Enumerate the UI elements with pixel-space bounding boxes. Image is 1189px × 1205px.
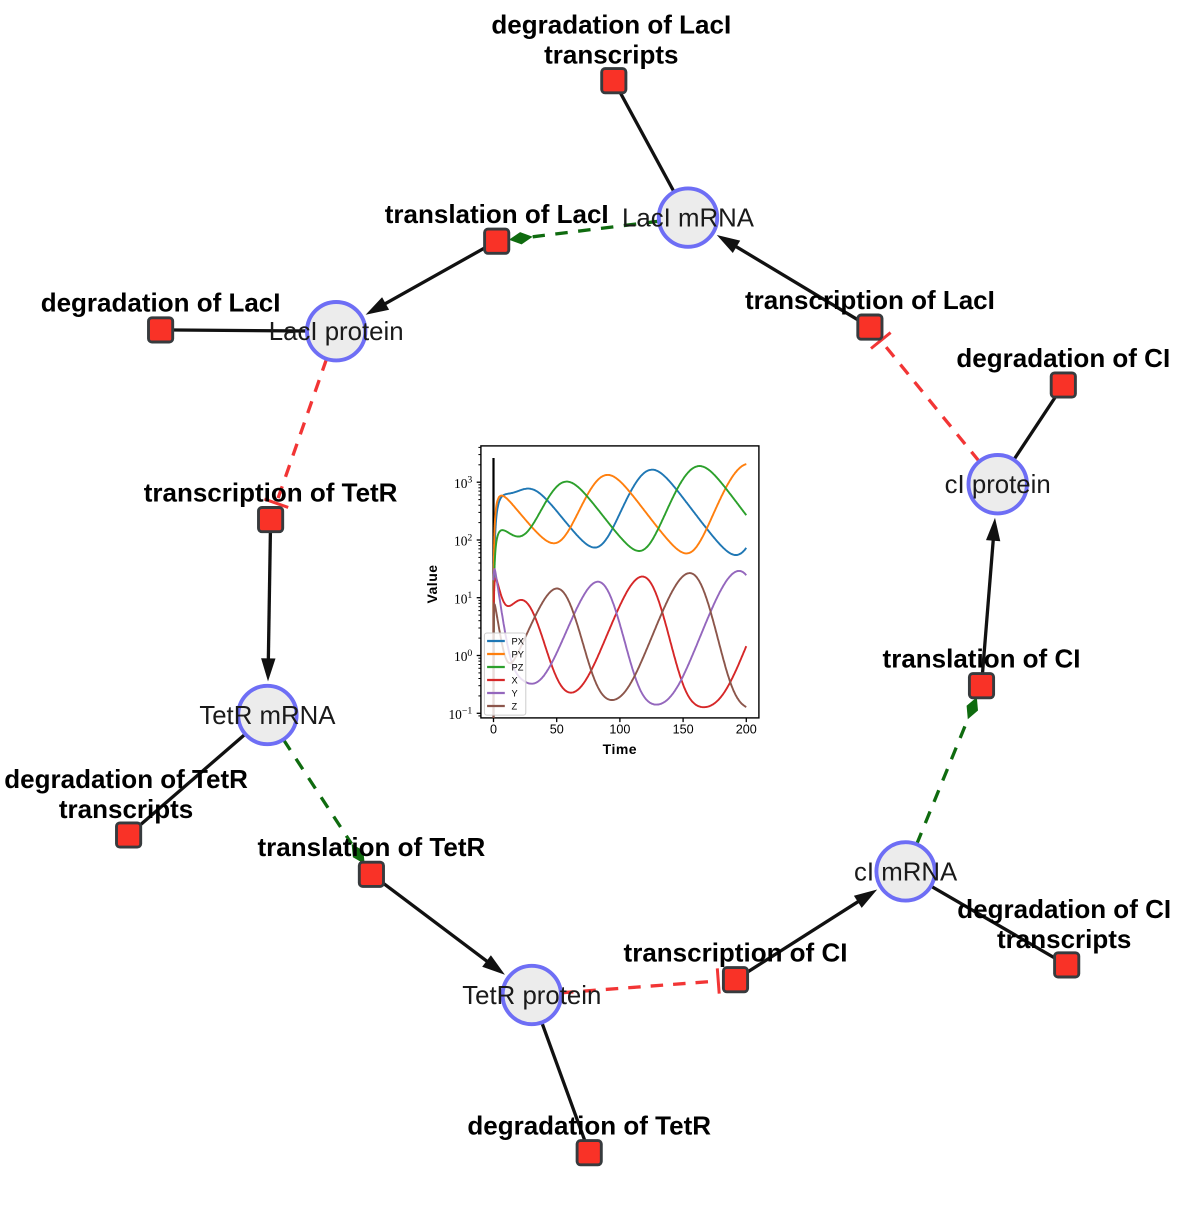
svg-text:150: 150 xyxy=(673,723,694,737)
svg-text:degradation of CI: degradation of CI xyxy=(956,343,1170,373)
svg-text:translation of LacI: translation of LacI xyxy=(385,199,609,229)
svg-text:50: 50 xyxy=(550,723,564,737)
svg-text:transcripts: transcripts xyxy=(544,40,678,70)
svg-text:degradation of TetR: degradation of TetR xyxy=(4,764,248,794)
svg-text:Y: Y xyxy=(512,688,518,698)
svg-text:PZ: PZ xyxy=(512,662,524,672)
svg-text:100: 100 xyxy=(609,723,630,737)
svg-text:transcription of LacI: transcription of LacI xyxy=(745,285,995,315)
svg-text:TetR mRNA: TetR mRNA xyxy=(199,702,336,730)
svg-text:transcripts: transcripts xyxy=(59,794,193,824)
svg-text:Value: Value xyxy=(424,564,440,603)
svg-text:LacI mRNA: LacI mRNA xyxy=(622,205,755,233)
svg-text:transcription of CI: transcription of CI xyxy=(624,938,848,968)
svg-text:degradation of LacI: degradation of LacI xyxy=(491,10,731,40)
svg-text:0: 0 xyxy=(490,723,497,737)
svg-text:Z: Z xyxy=(512,701,518,711)
svg-text:LacI protein: LacI protein xyxy=(269,318,404,346)
svg-text:cI mRNA: cI mRNA xyxy=(854,858,958,886)
svg-text:PX: PX xyxy=(512,636,524,646)
svg-text:transcripts: transcripts xyxy=(997,924,1131,954)
svg-text:200: 200 xyxy=(736,723,757,737)
svg-text:translation of CI: translation of CI xyxy=(883,644,1081,674)
svg-text:TetR protein: TetR protein xyxy=(462,982,601,1010)
svg-text:Time: Time xyxy=(603,741,637,757)
svg-text:translation of TetR: translation of TetR xyxy=(258,832,486,862)
svg-text:cI protein: cI protein xyxy=(945,471,1051,499)
svg-text:PY: PY xyxy=(512,649,524,659)
svg-text:transcription of TetR: transcription of TetR xyxy=(144,477,398,507)
svg-text:degradation of LacI: degradation of LacI xyxy=(41,288,281,318)
svg-text:degradation of TetR: degradation of TetR xyxy=(467,1111,711,1141)
svg-text:X: X xyxy=(512,675,518,685)
svg-text:degradation of CI: degradation of CI xyxy=(957,894,1171,924)
